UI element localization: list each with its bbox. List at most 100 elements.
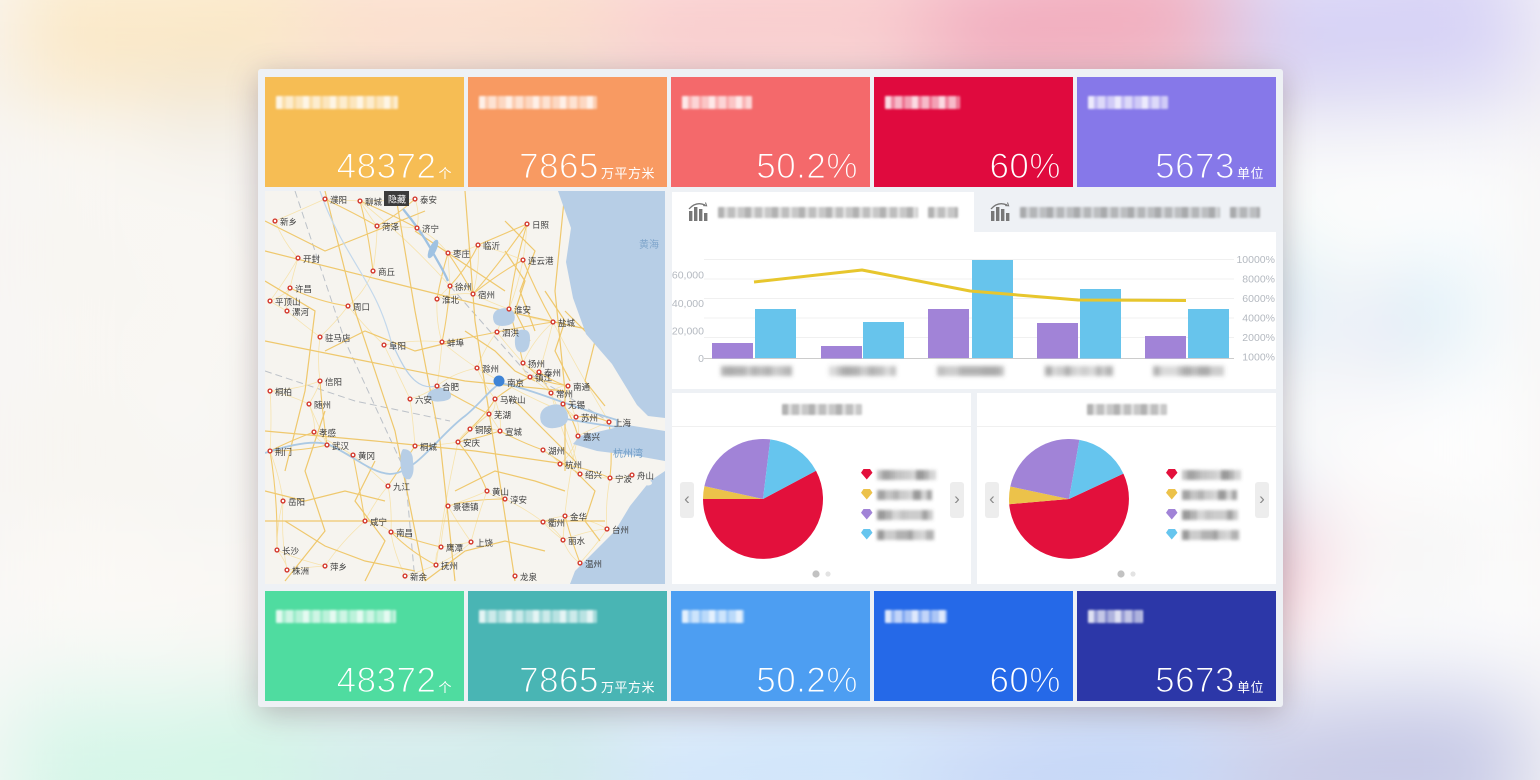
- svg-text:枣庄: 枣庄: [453, 249, 471, 259]
- svg-text:九江: 九江: [393, 482, 411, 492]
- svg-text:4000%: 4000%: [1479, 277, 1528, 294]
- svg-text:桐柏: 桐柏: [275, 387, 292, 397]
- svg-text:商丘: 商丘: [179, 208, 205, 223]
- svg-text:开封: 开封: [66, 188, 92, 203]
- svg-text:驻马店: 驻马店: [99, 307, 138, 322]
- svg-text:长沙: 长沙: [35, 628, 61, 643]
- svg-text:日照: 日照: [532, 220, 550, 230]
- svg-text:隐藏: 隐藏: [194, 99, 222, 114]
- svg-text:隐藏: 隐藏: [388, 194, 406, 205]
- svg-text:新乡: 新乡: [32, 133, 58, 148]
- svg-text:4000%: 4000%: [1242, 313, 1275, 325]
- svg-text:金华: 金华: [570, 512, 588, 522]
- svg-text:南昌: 南昌: [396, 528, 413, 538]
- svg-text:温州: 温州: [585, 559, 602, 569]
- svg-text:嘉兴: 嘉兴: [583, 432, 601, 442]
- svg-text:聊城: 聊城: [160, 103, 186, 118]
- svg-text:1000%: 1000%: [1479, 336, 1528, 353]
- svg-text:滁州: 滁州: [482, 364, 499, 374]
- svg-text:孝感: 孝感: [90, 450, 116, 465]
- svg-text:合肥: 合肥: [442, 382, 460, 392]
- svg-text:随州: 随州: [83, 408, 109, 423]
- svg-text:平顶山: 平顶山: [24, 253, 62, 268]
- svg-text:20,000: 20,000: [672, 326, 704, 338]
- svg-text:桐柏: 桐柏: [24, 389, 50, 404]
- svg-text:龙泉: 龙泉: [520, 572, 538, 582]
- svg-text:淳安: 淳安: [510, 495, 527, 505]
- svg-text:武汉: 武汉: [332, 441, 350, 451]
- svg-text:绍兴: 绍兴: [585, 470, 603, 480]
- svg-text:上海: 上海: [614, 418, 632, 428]
- svg-text:黄山: 黄山: [492, 487, 509, 497]
- svg-text:菏泽: 菏泽: [185, 140, 211, 155]
- svg-text:宿州: 宿州: [478, 290, 495, 300]
- svg-text:临沂: 临沂: [483, 241, 501, 251]
- svg-text:信阳: 信阳: [99, 373, 125, 388]
- svg-text:蚌埠: 蚌埠: [447, 338, 465, 348]
- svg-text:咸宁: 咸宁: [370, 517, 387, 527]
- svg-text:2000%: 2000%: [1479, 306, 1528, 323]
- svg-text:周口: 周口: [142, 261, 168, 276]
- svg-text:泰安: 泰安: [420, 195, 437, 205]
- svg-text:2000%: 2000%: [1242, 332, 1275, 344]
- svg-text:盐城: 盐城: [558, 318, 576, 328]
- svg-text:濮阳: 濮阳: [107, 100, 133, 115]
- svg-text:菏泽: 菏泽: [382, 222, 400, 232]
- svg-text:舟山: 舟山: [637, 471, 654, 481]
- svg-text:六安: 六安: [415, 395, 432, 405]
- svg-text:株洲: 株洲: [292, 566, 309, 576]
- svg-text:武汉: 武汉: [110, 470, 136, 485]
- svg-text:泗洪: 泗洪: [502, 328, 520, 338]
- svg-text:荆门: 荆门: [275, 447, 292, 457]
- svg-text:萍乡: 萍乡: [107, 652, 133, 667]
- svg-text:六安: 六安: [235, 401, 261, 416]
- svg-text:6000%: 6000%: [1242, 293, 1275, 305]
- svg-text:8000%: 8000%: [1242, 274, 1275, 286]
- svg-text:濮阳: 濮阳: [330, 195, 347, 205]
- svg-text:随州: 随州: [314, 400, 331, 410]
- svg-text:无锡: 无锡: [568, 400, 586, 410]
- svg-text:常州: 常州: [556, 389, 573, 399]
- svg-text:咸宁: 咸宁: [167, 584, 193, 599]
- svg-text:株洲: 株洲: [50, 658, 76, 673]
- svg-text:宣城: 宣城: [505, 427, 523, 437]
- svg-text:许昌: 许昌: [54, 234, 80, 249]
- svg-text:鹰潭: 鹰潭: [446, 543, 464, 553]
- svg-text:九江: 九江: [202, 531, 228, 546]
- svg-text:南通: 南通: [573, 382, 591, 392]
- svg-text:淮北: 淮北: [442, 295, 460, 305]
- svg-text:0: 0: [698, 353, 704, 365]
- svg-text:马鞍山: 马鞍山: [500, 395, 526, 405]
- svg-text:信阳: 信阳: [325, 377, 342, 387]
- svg-text:40,000: 40,000: [672, 298, 704, 310]
- svg-text:阜阳: 阜阳: [389, 341, 406, 351]
- svg-text:驻马店: 驻马店: [325, 333, 351, 343]
- svg-text:安庆: 安庆: [463, 438, 481, 448]
- svg-text:长沙: 长沙: [282, 546, 300, 556]
- svg-text:抚州: 抚州: [441, 561, 458, 571]
- svg-text:8000%: 8000%: [1479, 218, 1528, 235]
- svg-text:杭州湾: 杭州湾: [613, 447, 643, 460]
- svg-text:开封: 开封: [303, 254, 321, 264]
- svg-text:荆门: 荆门: [24, 479, 50, 494]
- svg-text:扬州: 扬州: [528, 359, 545, 369]
- svg-text:丽水: 丽水: [568, 536, 586, 546]
- svg-text:漯河: 漯河: [50, 268, 76, 283]
- svg-text:南昌: 南昌: [206, 601, 232, 616]
- svg-text:黄冈: 黄冈: [149, 485, 175, 500]
- svg-text:衢州: 衢州: [548, 518, 565, 528]
- svg-text:60,000: 60,000: [672, 270, 704, 282]
- svg-text:上饶: 上饶: [476, 538, 494, 548]
- svg-text:萍乡: 萍乡: [330, 562, 347, 572]
- svg-text:10000%: 10000%: [1470, 189, 1528, 206]
- svg-text:许昌: 许昌: [295, 284, 312, 294]
- svg-text:芜湖: 芜湖: [494, 410, 511, 420]
- svg-text:黄海: 黄海: [639, 238, 659, 251]
- svg-text:平顶山: 平顶山: [275, 297, 301, 307]
- svg-text:孝感: 孝感: [319, 428, 337, 438]
- svg-text:6000%: 6000%: [1479, 248, 1528, 265]
- svg-text:周口: 周口: [353, 302, 370, 312]
- svg-text:铜陵: 铜陵: [475, 425, 493, 435]
- svg-text:台州: 台州: [612, 525, 629, 535]
- svg-text:新余: 新余: [410, 572, 428, 582]
